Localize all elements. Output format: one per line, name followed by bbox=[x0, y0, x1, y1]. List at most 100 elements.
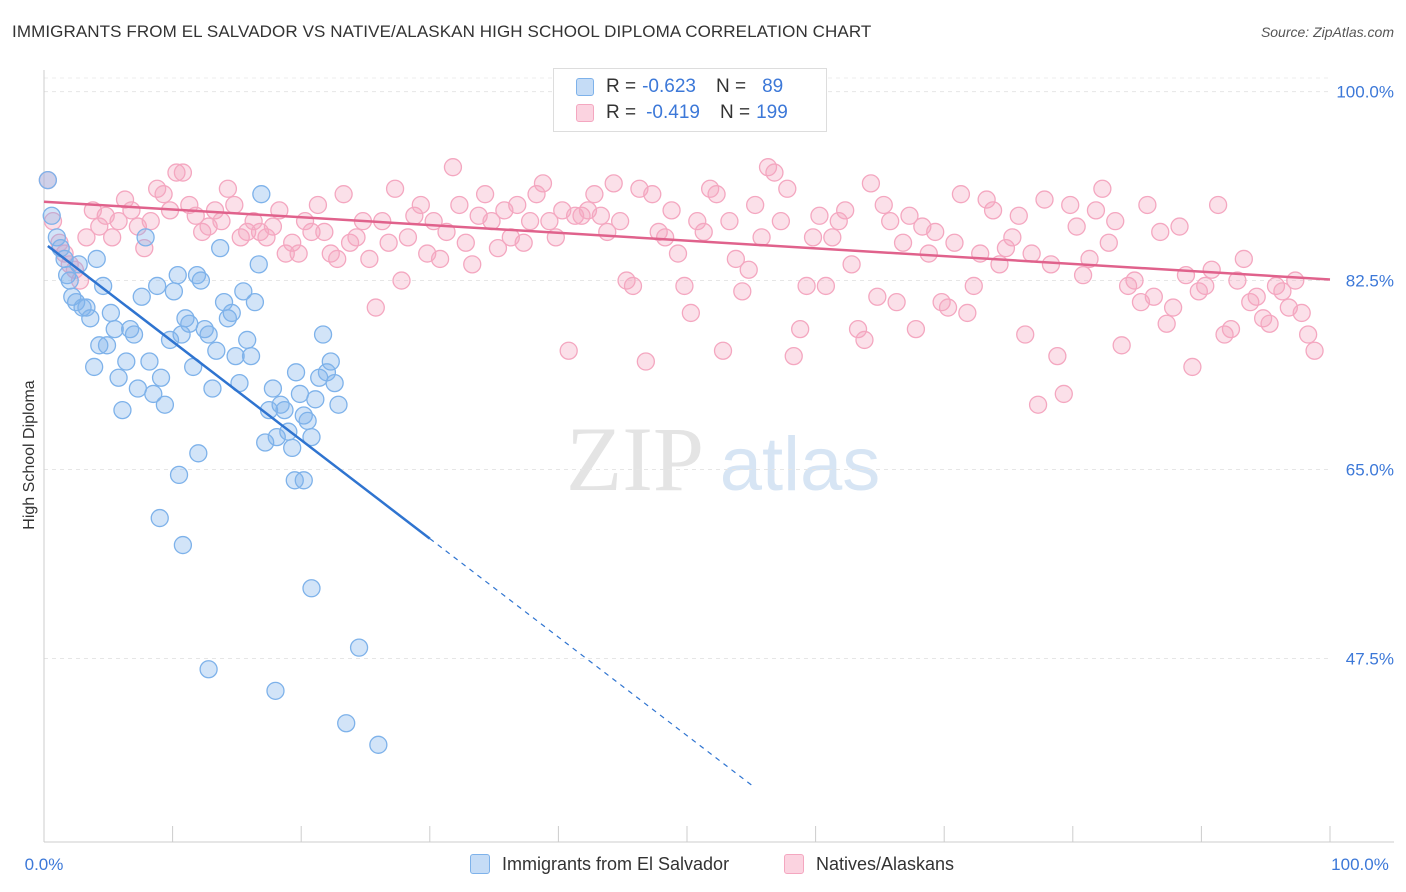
el-salvador-point bbox=[109, 368, 128, 387]
natives-point bbox=[238, 222, 257, 242]
el-salvador-point bbox=[325, 373, 344, 393]
el-salvador-point bbox=[211, 239, 230, 258]
natives-point bbox=[334, 185, 353, 204]
el-salvador-point bbox=[290, 384, 310, 404]
natives-point bbox=[906, 319, 926, 339]
natives-point bbox=[964, 276, 983, 296]
natives-point bbox=[347, 228, 366, 247]
natives-point bbox=[842, 255, 861, 274]
el-salvador-point bbox=[241, 346, 261, 366]
natives-point bbox=[173, 163, 193, 182]
el-salvador-point bbox=[47, 228, 67, 247]
natives-point bbox=[707, 185, 726, 204]
natives-point bbox=[610, 212, 630, 231]
natives-point bbox=[437, 222, 456, 242]
el-salvador-point bbox=[117, 352, 136, 371]
natives-point bbox=[90, 217, 109, 236]
natives-point bbox=[585, 185, 604, 204]
natives-point bbox=[212, 212, 231, 231]
el-salvador-point bbox=[199, 325, 218, 344]
el-salvador-point bbox=[155, 395, 175, 414]
natives-point bbox=[289, 244, 308, 263]
bottom-legend-label: Natives/Alaskans bbox=[816, 853, 955, 874]
natives-point bbox=[1151, 222, 1170, 242]
natives-point bbox=[623, 276, 643, 296]
natives-point bbox=[514, 233, 533, 252]
natives-point bbox=[385, 179, 405, 198]
el-salvador-point bbox=[294, 471, 313, 490]
natives-point bbox=[463, 255, 482, 274]
natives-point bbox=[1003, 228, 1022, 247]
natives-point bbox=[816, 276, 836, 296]
natives-point bbox=[951, 185, 971, 204]
natives-point bbox=[810, 206, 829, 225]
chart-title: IMMIGRANTS FROM EL SALVADOR VS NATIVE/AL… bbox=[12, 22, 872, 41]
natives-point bbox=[1144, 287, 1163, 306]
natives-point bbox=[893, 233, 913, 252]
natives-point bbox=[938, 298, 958, 317]
natives-point bbox=[488, 239, 508, 258]
natives-point bbox=[308, 195, 328, 215]
natives-point bbox=[919, 244, 938, 263]
natives-point bbox=[604, 174, 623, 193]
natives-trend-line bbox=[43, 200, 1331, 281]
legend-r-label: R = bbox=[606, 76, 637, 97]
natives-point bbox=[1061, 195, 1080, 215]
natives-point bbox=[411, 195, 430, 215]
el-salvador-point bbox=[283, 438, 302, 458]
natives-point bbox=[115, 190, 135, 209]
natives-point bbox=[1298, 325, 1318, 344]
y-tick-label: 65.0% bbox=[1346, 460, 1394, 479]
natives-point bbox=[379, 233, 398, 252]
natives-point bbox=[778, 179, 797, 198]
natives-point bbox=[1260, 314, 1279, 333]
el-salvador-point bbox=[263, 379, 283, 398]
natives-point bbox=[1016, 325, 1035, 344]
legend-n-label: N = bbox=[715, 76, 747, 97]
natives-point bbox=[926, 222, 945, 242]
natives-point bbox=[874, 195, 893, 215]
el-salvador-point bbox=[256, 433, 275, 452]
natives-point bbox=[688, 212, 707, 231]
natives-point bbox=[328, 249, 347, 269]
natives-point bbox=[475, 185, 495, 204]
natives-point bbox=[739, 260, 758, 279]
el-salvador-point bbox=[207, 341, 226, 360]
natives-point bbox=[1138, 195, 1157, 215]
el-salvador-point bbox=[189, 444, 208, 463]
y-tick-label: 82.5% bbox=[1346, 272, 1394, 291]
natives-point bbox=[1041, 255, 1061, 274]
natives-point bbox=[1228, 271, 1247, 290]
el-salvador-point bbox=[180, 314, 199, 333]
el-salvador-point bbox=[168, 265, 187, 285]
watermark-zip: ZIP bbox=[566, 408, 704, 510]
natives-point bbox=[1048, 346, 1067, 366]
x-tick-label: 0.0% bbox=[25, 855, 64, 874]
el-salvador-point bbox=[148, 276, 167, 296]
el-salvador-point bbox=[302, 427, 321, 447]
el-salvador-point bbox=[173, 535, 193, 555]
natives-point bbox=[1196, 276, 1215, 296]
natives-point bbox=[1221, 319, 1241, 339]
natives-point bbox=[720, 212, 739, 231]
natives-point bbox=[122, 201, 141, 220]
natives-point bbox=[1247, 287, 1266, 306]
natives-point bbox=[1073, 265, 1093, 285]
natives-point bbox=[1112, 336, 1131, 355]
correlation-legend: R = -0.623 N = 89 R = -0.419 N = 199 bbox=[553, 68, 827, 132]
el-salvador-point bbox=[349, 638, 369, 657]
natives-point bbox=[109, 212, 128, 231]
el-salvador-point bbox=[105, 319, 124, 339]
natives-point bbox=[508, 195, 527, 215]
natives-point bbox=[1054, 384, 1073, 404]
natives-point bbox=[1125, 271, 1144, 290]
el-salvador-point bbox=[199, 660, 218, 679]
source-label: Source: ZipAtlas.com bbox=[1260, 24, 1394, 40]
el-salvador-points bbox=[38, 170, 388, 754]
legend-row-el-salvador: R = -0.623 N = 89 bbox=[576, 75, 783, 99]
natives-point bbox=[900, 206, 919, 225]
natives-point bbox=[103, 228, 122, 247]
natives-point bbox=[791, 319, 810, 339]
bottom-legend-natives: Natives/Alaskans bbox=[784, 851, 954, 877]
